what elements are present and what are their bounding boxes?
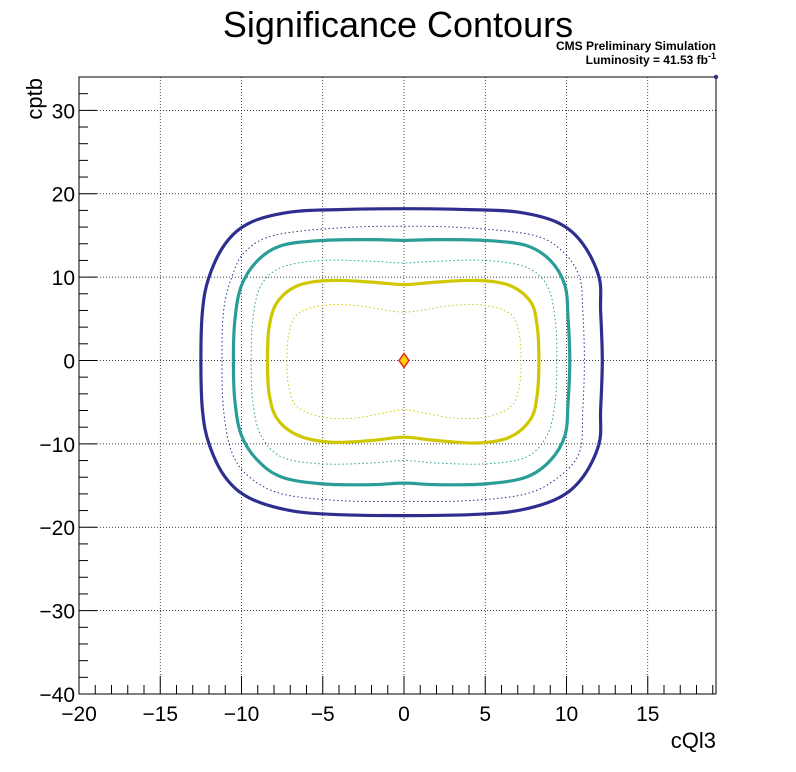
cms-label: CMS Preliminary Simulation	[556, 39, 716, 53]
x-tick-label: −10	[224, 703, 260, 726]
y-tick-label: 20	[52, 184, 75, 207]
y-tick-label: 30	[52, 100, 75, 123]
x-tick-label: 5	[479, 703, 491, 726]
y-tick-label: 10	[52, 267, 75, 290]
x-tick-label: −20	[61, 703, 97, 726]
y-axis-title: cptb	[22, 78, 47, 120]
x-tick-label: 15	[636, 703, 659, 726]
luminosity-text: Luminosity = 41.53 fb	[586, 53, 708, 67]
contour-line-5	[265, 278, 541, 445]
best-fit-marker	[398, 352, 410, 369]
luminosity-exponent: -1	[708, 51, 716, 61]
contour-line-1	[199, 207, 604, 518]
contour-lines	[199, 74, 719, 518]
tick-labels: −20 −15 −10 −5 0 5 10 15 −40 −30 −20 −10 0 10 20 30	[39, 100, 659, 726]
axis-ticks	[78, 76, 714, 695]
x-tick-label: 0	[398, 703, 410, 726]
contour-line-6	[286, 304, 522, 420]
x-tick-label: −15	[142, 703, 178, 726]
luminosity-label: Luminosity = 41.53 fb-1	[586, 51, 716, 67]
y-tick-label: −30	[39, 601, 75, 624]
y-tick-label: −40	[39, 684, 75, 707]
grid-lines	[79, 77, 716, 694]
y-tick-label: −20	[39, 517, 75, 540]
y-tick-label: −10	[39, 434, 75, 457]
contour-line-2	[221, 225, 585, 502]
x-tick-label: −5	[311, 703, 335, 726]
y-tick-label: 0	[63, 350, 75, 373]
x-axis-title: cQl3	[671, 728, 716, 753]
contour-line-3	[231, 237, 572, 487]
plot-frame	[78, 76, 717, 695]
chart-title: Significance Contours	[223, 4, 573, 45]
x-tick-label: 10	[555, 703, 578, 726]
contour-line-4	[250, 259, 558, 465]
corner-marker	[713, 74, 719, 80]
